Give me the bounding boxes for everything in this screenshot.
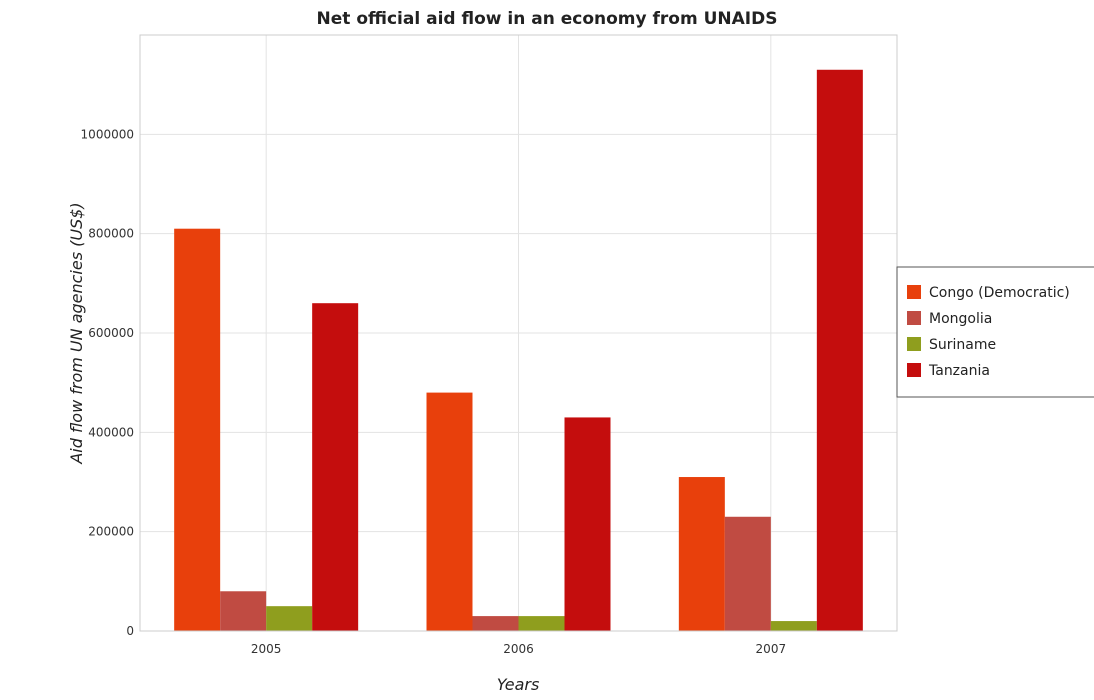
bar-suriname-2007 [770,621,817,631]
y-axis-label: Aid flow from UN agencies (US$) [67,202,86,464]
x-tick-labels: 2005 2006 2007 [251,642,786,656]
legend-label: Suriname [929,337,996,353]
y-tick-label: 400000 [88,425,134,439]
x-tick-label: 2007 [756,642,787,656]
x-tick-label: 2005 [251,642,282,656]
bar-mongolia-2005 [220,591,267,631]
legend-box [896,266,1094,398]
bar-congo-democratic-2007 [678,477,725,631]
y-tick-label: 800000 [88,227,134,241]
bar-tanzania-2005 [312,303,359,631]
legend-swatch [907,311,921,325]
bar-tanzania-2006 [564,417,611,631]
legend-label: Tanzania [928,363,990,379]
bar-congo-democratic-2005 [174,228,221,631]
grid-lines [140,35,897,632]
legend: Congo (Democratic) Mongolia Suriname Tanzan… [896,266,1094,398]
bar-congo-democratic-2006 [426,392,473,631]
y-tick-label: 200000 [88,525,134,539]
x-tick-label: 2006 [503,642,534,656]
y-tick-label: 1000000 [81,127,134,141]
bar-mongolia-2007 [724,516,771,631]
chart-title: Net official aid flow in an economy from… [317,9,778,29]
y-tick-labels: 0 200000 400000 600000 800000 1000000 [81,127,134,638]
y-tick-label: 600000 [88,326,134,340]
x-axis-label: Years [497,675,540,694]
bar-tanzania-2007 [816,69,863,632]
legend-label: Mongolia [929,311,992,327]
bar-mongolia-2006 [472,616,519,631]
bar-suriname-2006 [518,616,565,631]
legend-swatch [907,363,921,377]
legend-swatch [907,337,921,351]
legend-swatch [907,285,921,299]
y-tick-label: 0 [126,624,134,638]
bar-suriname-2005 [266,606,313,631]
bars [174,69,863,632]
legend-label: Congo (Democratic) [929,285,1070,301]
